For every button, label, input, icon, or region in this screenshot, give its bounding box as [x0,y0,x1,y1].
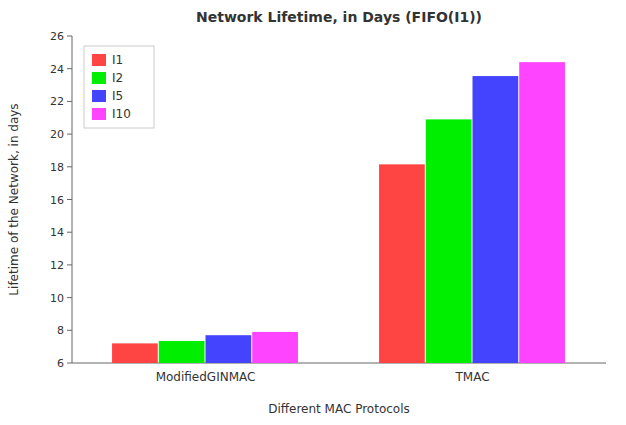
bar [519,62,565,363]
legend-swatch [92,90,106,102]
y-axis-line [72,36,73,363]
legend-label: I5 [112,89,123,103]
y-tick [67,330,72,331]
y-tick [67,68,72,69]
bars [112,62,565,363]
legend-label: I2 [112,71,123,85]
title: Network Lifetime, in Days (FIFO(I1)) [196,9,482,25]
bar [379,164,425,363]
x-tick-label: TMAC [454,370,489,384]
y-tick [67,36,72,37]
chart: Network Lifetime, in Days (FIFO(I1)) 6 8 10… [0,0,626,425]
y-tick-label: 10 [50,292,64,305]
y-tick-label: 26 [50,30,64,43]
y-tick-label: 24 [50,63,64,76]
legend-label: I10 [112,107,131,121]
y-tick [67,363,72,364]
legend-swatch [92,54,106,66]
x-axis: ModifiedGINMAC TMAC [72,363,606,384]
legend-swatch [92,108,106,120]
y-tick-label: 12 [50,259,64,272]
y-tick-label: 16 [50,194,64,207]
bar [206,335,252,363]
legend-label: I1 [112,53,123,67]
y-tick [67,134,72,135]
legend-box [84,46,154,128]
bar [426,119,472,363]
bar [252,332,298,363]
legend: I1 I2 I5 I10 [84,46,154,128]
y-axis: 6 8 10 12 14 16 18 20 22 24 26 [50,30,72,370]
y-tick [67,199,72,200]
y-tick [67,297,72,298]
y-axis-label: Lifetime of the Network, in days [7,103,21,295]
y-tick-label: 6 [57,357,64,370]
y-tick-label: 8 [57,324,64,337]
y-tick-label: 22 [50,95,64,108]
x-tick-label: ModifiedGINMAC [156,370,256,384]
bar [159,341,205,363]
y-tick [67,166,72,167]
y-tick-label: 18 [50,161,64,174]
legend-swatch [92,72,106,84]
y-tick-label: 20 [50,128,64,141]
y-tick-label: 14 [50,226,64,239]
bar [112,343,158,363]
y-tick [67,232,72,233]
y-tick [67,101,72,102]
x-axis-label: Different MAC Protocols [268,402,410,416]
bar [473,76,519,363]
y-tick [67,264,72,265]
